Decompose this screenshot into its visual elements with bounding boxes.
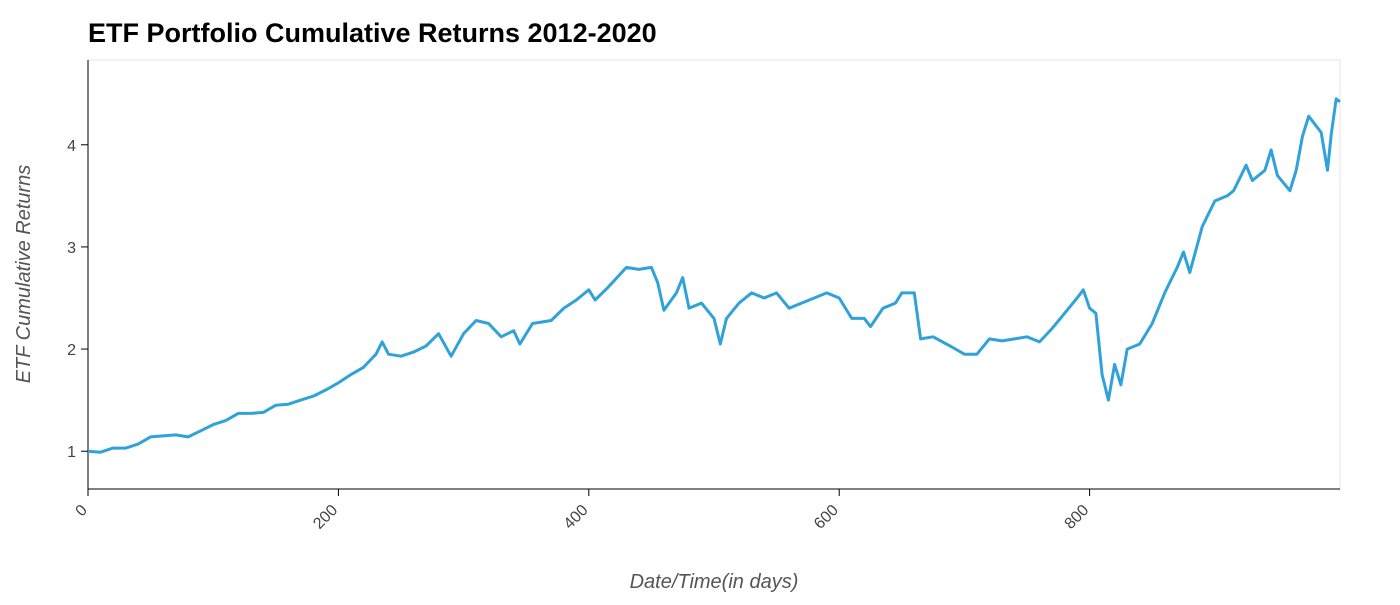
series-line [87,97,1341,454]
y-tick-label: 4 [67,138,76,155]
y-tick-label: 3 [67,240,76,257]
x-tick-label: 600 [811,502,842,533]
x-tick-label: 0 [73,502,91,520]
chart-title: ETF Portfolio Cumulative Returns 2012-20… [88,18,657,48]
y-tick-label: 1 [67,444,76,461]
x-tick-label: 800 [1062,502,1093,533]
plot-frame [87,59,1341,490]
x-tick-label: 200 [310,502,341,533]
x-axis-label: Date/Time(in days) [630,571,799,593]
y-axis-label: ETF Cumulative Returns [13,165,35,384]
y-tick-label: 2 [67,342,76,359]
x-tick-label: 400 [561,502,592,533]
